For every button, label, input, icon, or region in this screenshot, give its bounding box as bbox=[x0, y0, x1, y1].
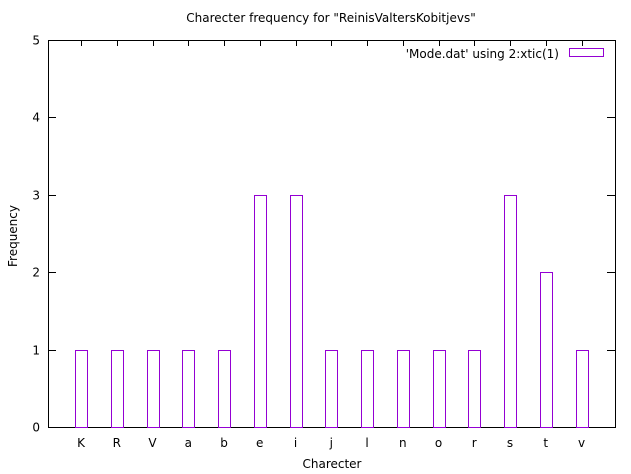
x-tick-label: b bbox=[220, 436, 228, 450]
bar-R bbox=[111, 350, 124, 428]
x-tick-label: e bbox=[256, 436, 263, 450]
x-tick-label: s bbox=[507, 436, 513, 450]
bar-l bbox=[361, 350, 374, 428]
y-tick-label: 2 bbox=[32, 266, 40, 280]
y-tick-label: 5 bbox=[32, 34, 40, 48]
x-axis-label: Charecter bbox=[302, 457, 361, 471]
y-tick-label: 3 bbox=[32, 189, 40, 203]
bar-r bbox=[468, 350, 481, 428]
x-tick-label: o bbox=[435, 436, 442, 450]
bar-series bbox=[75, 195, 589, 428]
x-tick-label: j bbox=[329, 436, 333, 450]
x-tick-label: V bbox=[148, 436, 157, 450]
bar-n bbox=[397, 350, 410, 428]
bar-i bbox=[290, 195, 303, 428]
bar-V bbox=[147, 350, 160, 428]
bar-a bbox=[182, 350, 195, 428]
x-tick-label: K bbox=[77, 436, 86, 450]
y-tick-label: 4 bbox=[32, 111, 40, 125]
x-tick-label: R bbox=[113, 436, 121, 450]
bar-t bbox=[540, 272, 553, 428]
legend-label: 'Mode.dat' using 2:xtic(1) bbox=[406, 47, 559, 61]
legend-swatch bbox=[569, 48, 604, 57]
bar-b bbox=[218, 350, 231, 428]
y-axis: 0 1 2 3 4 5 bbox=[32, 34, 615, 435]
x-tick-label: n bbox=[399, 436, 407, 450]
x-tick-label: i bbox=[294, 436, 297, 450]
x-tick-label: t bbox=[543, 436, 548, 450]
bar-K bbox=[75, 350, 88, 428]
bar-j bbox=[325, 350, 338, 428]
y-axis-label: Frequency bbox=[6, 205, 20, 267]
x-tick-label: v bbox=[578, 436, 585, 450]
chart-title: Charecter frequency for "ReinisValtersKo… bbox=[186, 11, 475, 25]
bar-v bbox=[576, 350, 589, 428]
x-tick-label: l bbox=[365, 436, 368, 450]
legend: 'Mode.dat' using 2:xtic(1) bbox=[406, 47, 604, 61]
bar-e bbox=[254, 195, 267, 428]
bar-o bbox=[433, 350, 446, 428]
x-tick-label: a bbox=[185, 436, 192, 450]
bar-s bbox=[504, 195, 517, 428]
x-tick-label: r bbox=[472, 436, 477, 450]
y-tick-label: 1 bbox=[32, 344, 40, 358]
y-tick-label: 0 bbox=[32, 421, 40, 435]
